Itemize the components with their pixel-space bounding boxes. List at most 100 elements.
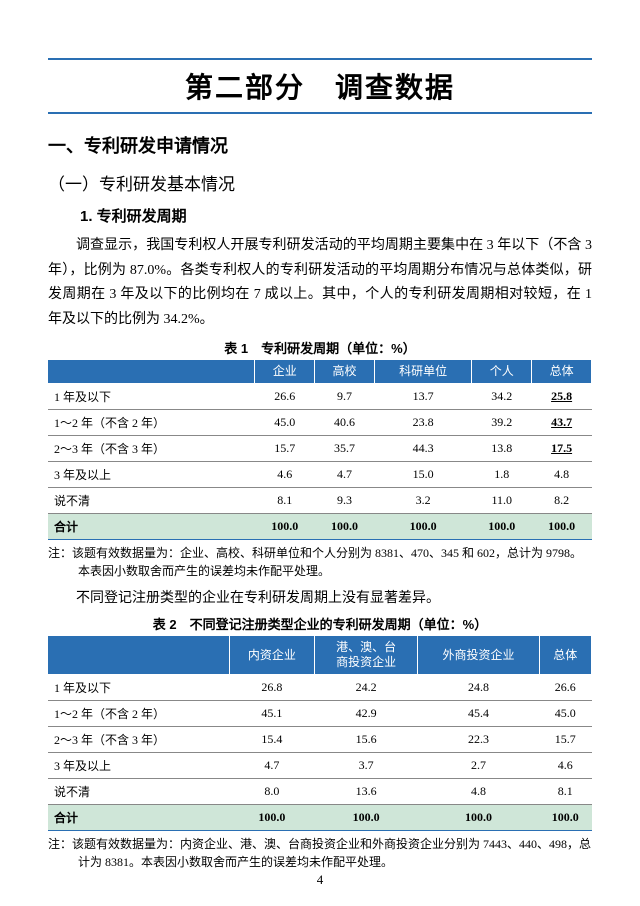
table-header: 企业 — [255, 360, 315, 384]
table-cell: 说不清 — [48, 488, 255, 514]
table1-caption: 表 1 专利研发周期（单位：%） — [48, 338, 592, 357]
table-cell: 34.2 — [472, 384, 532, 410]
table-cell: 合计 — [48, 514, 255, 540]
heading-level-2: （一）专利研发基本情况 — [48, 170, 592, 195]
table-cell: 1 年及以下 — [48, 384, 255, 410]
table-cell: 24.8 — [418, 675, 539, 701]
rule-top — [48, 58, 592, 60]
heading-level-3: 1. 专利研发周期 — [80, 205, 592, 226]
table-cell: 1～2 年（不含 2 年） — [48, 701, 229, 727]
table-cell: 8.1 — [539, 779, 591, 805]
table-cell: 26.6 — [255, 384, 315, 410]
table-cell: 22.3 — [418, 727, 539, 753]
table-2: 内资企业港、澳、台 商投资企业外商投资企业总体1 年及以下26.824.224.… — [48, 635, 592, 831]
table-cell: 11.0 — [472, 488, 532, 514]
table-header — [48, 360, 255, 384]
table-cell: 2.7 — [418, 753, 539, 779]
table-header: 外商投资企业 — [418, 636, 539, 675]
table-cell: 13.7 — [374, 384, 471, 410]
table-row: 3 年及以上4.73.72.74.6 — [48, 753, 592, 779]
table-cell: 43.7 — [532, 410, 592, 436]
table1-note: 注：该题有效数据量为：企业、高校、科研单位和个人分别为 8381、470、345… — [48, 544, 592, 580]
table-cell: 100.0 — [532, 514, 592, 540]
table-cell: 1.8 — [472, 462, 532, 488]
table-cell: 4.7 — [315, 462, 375, 488]
table-cell: 40.6 — [315, 410, 375, 436]
table-header — [48, 636, 229, 675]
table-cell: 8.2 — [532, 488, 592, 514]
table-row: 2～3 年（不含 3 年）15.735.744.313.817.5 — [48, 436, 592, 462]
table-cell: 4.6 — [255, 462, 315, 488]
table-cell: 13.6 — [315, 779, 418, 805]
table-cell: 100.0 — [315, 805, 418, 831]
table-cell: 4.8 — [418, 779, 539, 805]
table-cell: 3 年及以上 — [48, 753, 229, 779]
part-title: 第二部分 调查数据 — [48, 66, 592, 106]
table-cell: 3.2 — [374, 488, 471, 514]
table-cell: 45.1 — [229, 701, 314, 727]
table-cell: 3 年及以上 — [48, 462, 255, 488]
table-cell: 4.8 — [532, 462, 592, 488]
table-cell: 9.7 — [315, 384, 375, 410]
table-cell: 8.0 — [229, 779, 314, 805]
table-cell: 15.7 — [539, 727, 591, 753]
table-header: 总体 — [539, 636, 591, 675]
table-total-row: 合计100.0100.0100.0100.0 — [48, 805, 592, 831]
table2-note: 注：该题有效数据量为：内资企业、港、澳、台商投资企业和外商投资企业分别为 744… — [48, 835, 592, 871]
rule-bottom — [48, 112, 592, 114]
table-cell: 26.6 — [539, 675, 591, 701]
table-cell: 4.6 — [539, 753, 591, 779]
table-cell: 100.0 — [315, 514, 375, 540]
table-row: 说不清8.19.33.211.08.2 — [48, 488, 592, 514]
table-cell: 3.7 — [315, 753, 418, 779]
table-cell: 100.0 — [374, 514, 471, 540]
table2-caption: 表 2 不同登记注册类型企业的专利研发周期（单位：%） — [48, 614, 592, 633]
table-cell: 100.0 — [418, 805, 539, 831]
table-cell: 44.3 — [374, 436, 471, 462]
table-cell: 1 年及以下 — [48, 675, 229, 701]
table-header: 个人 — [472, 360, 532, 384]
table-total-row: 合计100.0100.0100.0100.0100.0 — [48, 514, 592, 540]
table-header: 总体 — [532, 360, 592, 384]
table-header: 科研单位 — [374, 360, 471, 384]
page-number: 4 — [0, 872, 640, 888]
table-cell: 100.0 — [472, 514, 532, 540]
table-header: 高校 — [315, 360, 375, 384]
table-cell: 45.0 — [255, 410, 315, 436]
table-cell: 45.0 — [539, 701, 591, 727]
table-cell: 100.0 — [229, 805, 314, 831]
table-cell: 8.1 — [255, 488, 315, 514]
table-cell: 4.7 — [229, 753, 314, 779]
table-row: 2～3 年（不含 3 年）15.415.622.315.7 — [48, 727, 592, 753]
table-row: 说不清8.013.64.88.1 — [48, 779, 592, 805]
table-cell: 39.2 — [472, 410, 532, 436]
table-cell: 23.8 — [374, 410, 471, 436]
table-cell: 35.7 — [315, 436, 375, 462]
table-cell: 15.7 — [255, 436, 315, 462]
table-row: 1 年及以下26.69.713.734.225.8 — [48, 384, 592, 410]
table-cell: 2～3 年（不含 3 年） — [48, 727, 229, 753]
heading-level-1: 一、专利研发申请情况 — [48, 132, 592, 158]
table-cell: 说不清 — [48, 779, 229, 805]
table-cell: 13.8 — [472, 436, 532, 462]
table-row: 1～2 年（不含 2 年）45.040.623.839.243.7 — [48, 410, 592, 436]
table-cell: 25.8 — [532, 384, 592, 410]
table-header: 港、澳、台 商投资企业 — [315, 636, 418, 675]
table-row: 3 年及以上4.64.715.01.84.8 — [48, 462, 592, 488]
table-cell: 26.8 — [229, 675, 314, 701]
table-cell: 合计 — [48, 805, 229, 831]
table-cell: 17.5 — [532, 436, 592, 462]
table-header: 内资企业 — [229, 636, 314, 675]
table-cell: 42.9 — [315, 701, 418, 727]
table-cell: 100.0 — [539, 805, 591, 831]
table-cell: 9.3 — [315, 488, 375, 514]
table-cell: 100.0 — [255, 514, 315, 540]
paragraph-1: 调查显示，我国专利权人开展专利研发活动的平均周期主要集中在 3 年以下（不含 3… — [48, 234, 592, 332]
table-cell: 24.2 — [315, 675, 418, 701]
table-cell: 1～2 年（不含 2 年） — [48, 410, 255, 436]
table-row: 1 年及以下26.824.224.826.6 — [48, 675, 592, 701]
table-cell: 15.4 — [229, 727, 314, 753]
table-cell: 2～3 年（不含 3 年） — [48, 436, 255, 462]
table-row: 1～2 年（不含 2 年）45.142.945.445.0 — [48, 701, 592, 727]
table-cell: 15.0 — [374, 462, 471, 488]
